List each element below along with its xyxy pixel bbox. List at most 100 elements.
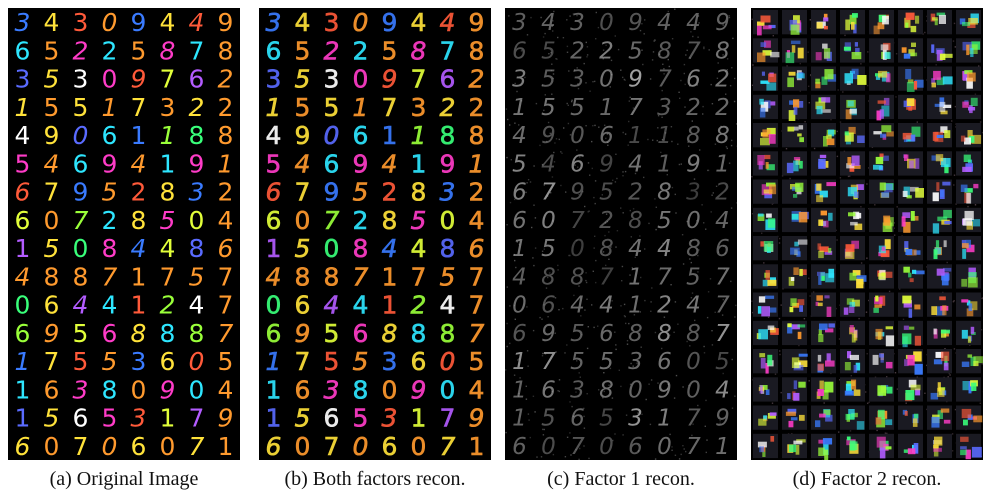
digit-cell-blurred: 4 (599, 293, 614, 319)
digit-cell: 2 (73, 36, 89, 65)
digit-cell: 0 (102, 8, 118, 37)
digit-cell-blurred: 4 (512, 123, 527, 149)
digit-cell: 1 (218, 432, 234, 460)
color-blob-cell (840, 38, 865, 63)
digit-cell-blurred: 4 (541, 10, 556, 36)
digit-cell: 2 (160, 291, 176, 320)
color-blob-cell (753, 179, 778, 204)
digit-cell: 0 (102, 65, 118, 94)
digit-cell-blurred: 6 (570, 151, 585, 177)
color-blob-cell (956, 349, 983, 374)
digit-cell-blurred: 2 (657, 293, 672, 319)
digit-cell-blurred: 7 (657, 264, 672, 290)
digit-cell: 7 (218, 319, 234, 348)
digit-cell: 4 (266, 262, 282, 291)
digit-cell: 6 (160, 347, 176, 376)
color-blob-cell (869, 10, 894, 35)
digit-cell: 2 (102, 206, 118, 235)
color-blob-cell (840, 236, 865, 261)
digit-cell-blurred: 1 (715, 151, 730, 177)
digit-cell: 1 (15, 347, 31, 376)
digit-cell-blurred: 2 (599, 38, 614, 64)
digit-cell: 1 (15, 234, 31, 263)
digit-cell: 6 (73, 149, 89, 178)
digit-cell-blurred: 6 (715, 236, 730, 262)
color-blob-cell (869, 207, 894, 233)
color-blob-cell (927, 10, 952, 35)
digit-cell-blurred: 3 (570, 67, 585, 93)
digit-cell: 6 (266, 36, 282, 65)
color-blob-cell (898, 38, 923, 63)
digit-cell: 7 (218, 291, 234, 320)
digit-cell: 0 (324, 234, 340, 263)
digit-cell-blurred: 1 (512, 236, 527, 262)
digit-cell: 3 (324, 65, 340, 94)
color-blob-cell (840, 320, 865, 346)
digit-cell: 4 (102, 291, 118, 320)
color-blob-cell (782, 94, 807, 121)
digit-cell: 6 (218, 234, 234, 263)
color-blob-cell (869, 151, 894, 176)
digit-cell-blurred: 0 (686, 349, 701, 375)
color-blob-cell (782, 10, 807, 35)
digit-cell: 2 (411, 291, 427, 320)
digit-cell: 0 (189, 375, 205, 404)
digit-cell: 7 (44, 178, 60, 207)
digit-cell: 7 (411, 65, 427, 94)
digit-cell-blurred: 5 (599, 406, 614, 432)
digit-cell: 6 (189, 65, 205, 94)
color-blob-cell (898, 94, 923, 120)
digit-cell: 7 (189, 432, 205, 460)
color-blob-cell (753, 292, 778, 317)
color-blob-cell (840, 405, 865, 430)
color-blob-cell (869, 264, 894, 289)
color-blob-cell (782, 349, 808, 374)
digit-cell-blurred: 6 (686, 67, 701, 93)
digit-cell: 8 (160, 319, 176, 348)
color-blob-cell (782, 151, 807, 176)
color-blob-cell (811, 405, 836, 430)
digit-cell: 9 (382, 65, 398, 94)
digit-cell: 8 (102, 375, 118, 404)
digit-cell: 5 (469, 347, 485, 376)
digit-cell: 6 (15, 206, 31, 235)
digit-cell: 2 (469, 65, 485, 94)
digit-cell: 5 (44, 65, 60, 94)
digit-cell-blurred: 8 (657, 38, 672, 64)
digit-cell-blurred: 1 (657, 123, 672, 149)
color-blob-cell (811, 151, 836, 176)
digit-cell: 0 (44, 206, 60, 235)
color-blob-cell (927, 179, 952, 204)
digit-cell: 6 (324, 149, 340, 178)
digit-cell-blurred: 1 (512, 95, 527, 121)
color-blob-cell (840, 151, 865, 176)
digit-cell: 4 (469, 206, 485, 235)
digit-cell-blurred: 7 (541, 349, 556, 375)
digit-cell-blurred: 4 (512, 264, 527, 290)
digit-cell-blurred: 5 (570, 321, 585, 347)
digit-cell-blurred: 7 (715, 264, 730, 290)
digit-cell-blurred: 7 (686, 434, 701, 460)
color-blob-cell (927, 66, 953, 91)
color-blob-cell (753, 207, 778, 233)
digit-cell: 2 (440, 93, 456, 122)
digit-cell: 1 (469, 149, 485, 178)
digit-cell: 4 (15, 121, 31, 150)
color-blob-cell (898, 264, 925, 289)
digit-cell: 1 (160, 121, 176, 150)
digit-cell-blurred: 5 (570, 349, 585, 375)
color-blob-cell (898, 292, 923, 318)
digit-cell: 6 (15, 178, 31, 207)
digit-cell: 7 (160, 65, 176, 94)
digit-cell: 4 (218, 206, 234, 235)
color-blob-cell (840, 433, 865, 459)
color-blob-cell (869, 405, 894, 430)
digit-cell-blurred: 0 (599, 10, 614, 36)
digit-cell-blurred: 4 (715, 377, 730, 403)
digit-cell: 1 (160, 404, 176, 433)
color-blob-cell (811, 66, 837, 91)
digit-cell-blurred: 5 (570, 95, 585, 121)
color-blob-cell (956, 123, 982, 148)
digit-cell: 0 (131, 375, 147, 404)
digit-cell-blurred: 9 (628, 10, 643, 36)
